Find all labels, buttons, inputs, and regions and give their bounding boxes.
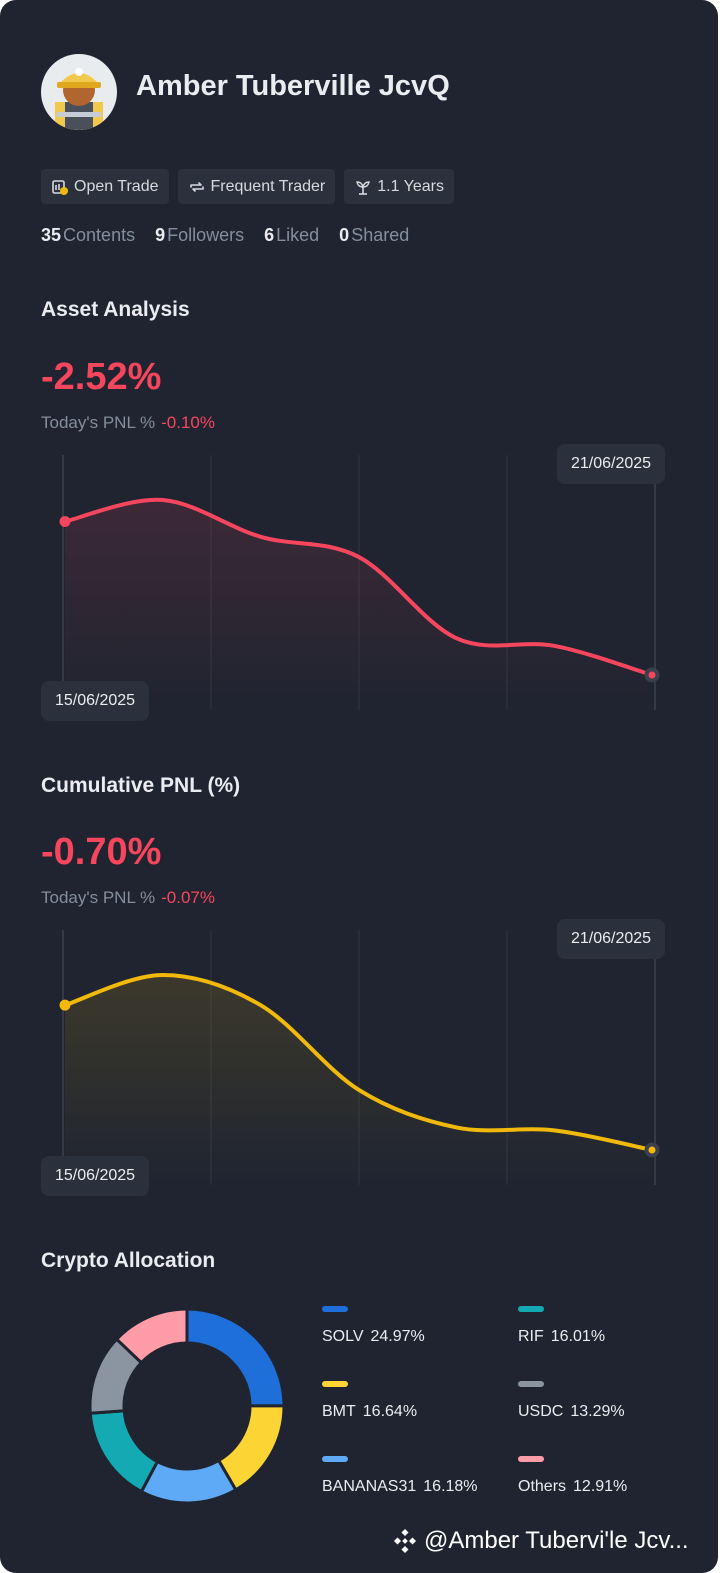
data-point — [59, 999, 71, 1011]
cumulative-pnl-chart[interactable] — [0, 915, 718, 1205]
badge-label: Frequent Trader — [210, 177, 326, 195]
binance-logo-icon — [393, 1528, 417, 1554]
sprout-icon — [356, 180, 371, 195]
badge-years[interactable]: 1.1 Years — [344, 169, 454, 204]
legend-swatch — [322, 1306, 348, 1312]
series-line — [63, 972, 654, 1152]
donut-slice-others — [114, 1307, 189, 1365]
stat-liked[interactable]: 6 Liked — [264, 225, 319, 246]
start-date-tag: 15/06/2025 — [41, 681, 150, 721]
end-date-tag: 21/06/2025 — [557, 444, 666, 484]
cumulative-pnl-value: -0.70% — [41, 831, 162, 873]
donut-slice-rif — [88, 1409, 160, 1494]
footer-watermark: @Amber Tuberviʹle Jcv... — [392, 1527, 689, 1555]
chart-area-fill — [65, 499, 652, 710]
cumulative-today-pnl: Today's PNL % -0.07% — [41, 888, 215, 908]
legend-percent: 12.91% — [573, 1478, 628, 1495]
donut-slice-solv — [185, 1307, 286, 1408]
legend-item-others: Others 12.91% — [518, 1456, 628, 1496]
start-date-tag: 15/06/2025 — [41, 1156, 150, 1196]
asset-analysis-title: Asset Analysis — [41, 298, 190, 321]
today-pnl-value: -0.07% — [161, 888, 215, 907]
legend-percent: 16.18% — [423, 1478, 478, 1495]
legend-item-rif: RIF 16.01% — [518, 1306, 606, 1346]
today-pnl-value: -0.10% — [161, 413, 215, 432]
chart-area-fill — [65, 975, 652, 1185]
asset-analysis-chart[interactable] — [0, 440, 718, 730]
legend-swatch — [518, 1456, 544, 1462]
stat-followers[interactable]: 9 Followers — [155, 225, 244, 246]
legend-percent: 16.64% — [362, 1403, 418, 1420]
stat-label: Liked — [276, 225, 320, 245]
cumulative-pnl-title: Cumulative PNL (%) — [41, 774, 241, 797]
legend-item-usdc: USDC 13.29% — [518, 1381, 625, 1421]
data-point — [644, 667, 660, 683]
open-trade-icon — [52, 179, 68, 195]
today-pnl-label: Today's PNL % — [41, 413, 156, 432]
stats-row: 35 Contents 9 Followers 6 Liked 0 Shared — [41, 225, 429, 246]
today-pnl-label: Today's PNL % — [41, 888, 156, 907]
legend-name: BMT — [322, 1403, 356, 1420]
stat-value: 0 — [339, 225, 350, 245]
stat-shared[interactable]: 0 Shared — [339, 225, 409, 246]
legend-item-bananas31: BANANAS31 16.18% — [322, 1456, 478, 1496]
legend-percent: 16.01% — [550, 1328, 606, 1345]
trader-avatar-icon — [55, 68, 103, 130]
crypto-allocation-title: Crypto Allocation — [41, 1249, 216, 1272]
legend-name: SOLV — [322, 1328, 364, 1345]
stat-label: Shared — [351, 225, 410, 245]
stat-label: Contents — [63, 225, 136, 245]
end-date-tag: 21/06/2025 — [557, 919, 666, 959]
badge-row: Open Trade Frequent Trader 1.1 Years — [41, 169, 454, 204]
footer-handle: @Amber Tuberviʹle Jcv... — [424, 1527, 689, 1554]
legend-percent: 13.29% — [570, 1403, 625, 1420]
legend-name: RIF — [518, 1328, 544, 1345]
stat-contents[interactable]: 35 Contents — [41, 225, 135, 246]
stat-value: 9 — [155, 225, 166, 245]
legend-swatch — [518, 1381, 544, 1387]
repeat-icon — [189, 181, 204, 192]
badge-label: 1.1 Years — [377, 177, 444, 195]
data-point — [59, 515, 71, 527]
avatar[interactable] — [41, 54, 117, 130]
legend-swatch — [322, 1381, 348, 1387]
legend-item-solv: SOLV 24.97% — [322, 1306, 425, 1346]
asset-today-pnl: Today's PNL % -0.10% — [41, 413, 215, 433]
stat-label: Followers — [167, 225, 245, 245]
legend-item-bmt: BMT 16.64% — [322, 1381, 418, 1421]
username: Amber Tuberville JcvQ — [136, 70, 450, 102]
legend-name: Others — [518, 1478, 567, 1495]
stat-value: 35 — [41, 225, 62, 245]
badge-frequent-trader[interactable]: Frequent Trader — [177, 169, 336, 204]
data-point — [644, 1142, 660, 1158]
badge-label: Open Trade — [74, 177, 159, 195]
legend-percent: 24.97% — [370, 1328, 425, 1345]
badge-open-trade[interactable]: Open Trade — [41, 169, 169, 204]
series-line — [63, 497, 654, 677]
legend-swatch — [518, 1306, 544, 1312]
allocation-donut-chart[interactable] — [88, 1307, 286, 1505]
asset-analysis-value: -2.52% — [41, 356, 162, 398]
legend-name: USDC — [518, 1403, 564, 1420]
legend-name: BANANAS31 — [322, 1478, 417, 1495]
legend-swatch — [322, 1456, 348, 1462]
stat-value: 6 — [264, 225, 275, 245]
